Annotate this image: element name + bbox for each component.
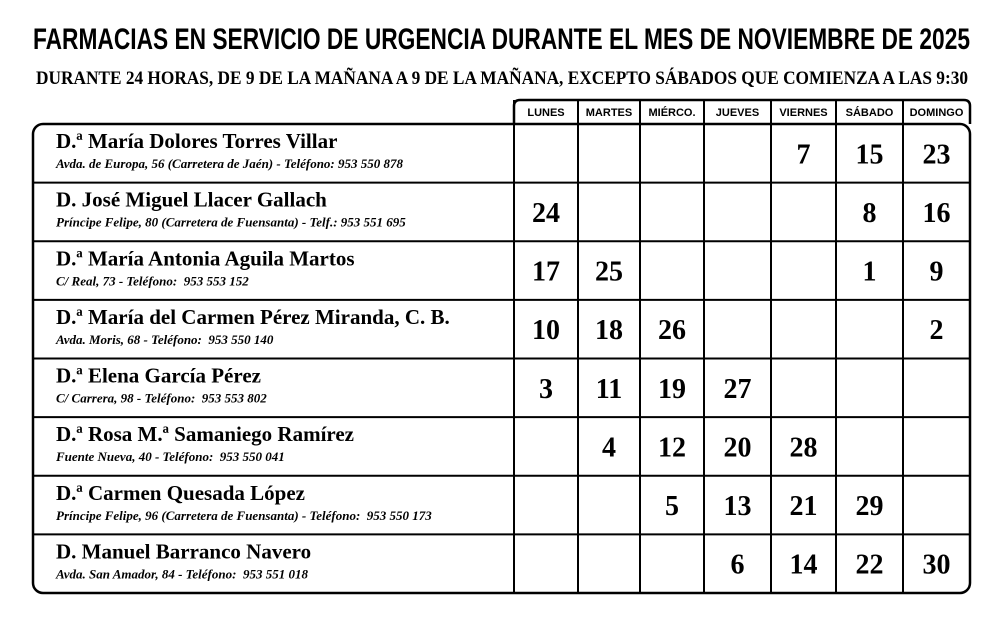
subtitle: DURANTE 24 HORAS, DE 9 DE LA MAÑANA A 9 … <box>36 67 968 89</box>
duty-day: 6 <box>731 550 745 581</box>
duty-day: 13 <box>724 491 752 522</box>
column-header: VIERNES <box>779 107 827 119</box>
duty-day: 21 <box>790 491 818 522</box>
pharmacy-address: Avda. San Amador, 84 - Teléfono: 953 551… <box>55 566 308 581</box>
duty-day: 23 <box>923 139 951 170</box>
pharmacy-name: D.ª María Dolores Torres Villar <box>56 129 337 153</box>
pharmacy-name: D. José Miguel Llacer Gallach <box>56 188 327 212</box>
column-header: DOMINGO <box>910 107 964 119</box>
pharmacy-name: D.ª Rosa M.ª Samaniego Ramírez <box>56 422 354 446</box>
column-header: SÁBADO <box>846 106 894 119</box>
duty-day: 28 <box>790 432 818 463</box>
duty-day: 22 <box>856 550 884 581</box>
duty-day: 14 <box>790 550 818 581</box>
duty-day: 27 <box>724 374 752 405</box>
duty-day: 29 <box>856 491 884 522</box>
pharmacy-name: D.ª Elena García Pérez <box>56 364 261 388</box>
pharmacy-address: Príncipe Felipe, 96 (Carretera de Fuensa… <box>56 508 432 523</box>
duty-day: 11 <box>596 374 622 405</box>
pharmacy-name: D.ª María del Carmen Pérez Miranda, C. B… <box>56 305 450 329</box>
duty-day: 1 <box>863 257 877 288</box>
duty-day: 10 <box>532 315 560 346</box>
duty-day: 7 <box>797 139 811 170</box>
column-header: JUEVES <box>716 107 759 119</box>
duty-day: 2 <box>930 315 944 346</box>
pharmacy-address: Príncipe Felipe, 80 (Carretera de Fuensa… <box>56 215 406 230</box>
duty-day: 24 <box>532 198 560 229</box>
duty-day: 12 <box>658 432 686 463</box>
duty-day: 18 <box>595 315 623 346</box>
duty-day: 4 <box>602 432 616 463</box>
duty-day: 8 <box>863 198 877 229</box>
duty-day: 9 <box>930 257 944 288</box>
duty-day: 19 <box>658 374 686 405</box>
pharmacy-address: C/ Real, 73 - Teléfono: 953 553 152 <box>56 273 249 288</box>
pharmacy-address: Fuente Nueva, 40 - Teléfono: 953 550 041 <box>55 449 285 464</box>
pharmacy-address: C/ Carrera, 98 - Teléfono: 953 553 802 <box>56 391 267 406</box>
duty-day: 5 <box>665 491 679 522</box>
column-header: MIÉRCO. <box>648 106 695 119</box>
duty-day: 3 <box>539 374 553 405</box>
pharmacy-name: D.ª María Antonia Aguila Martos <box>56 246 355 270</box>
column-header: LUNES <box>527 107 564 119</box>
duty-day: 30 <box>923 550 951 581</box>
duty-day: 25 <box>595 257 623 288</box>
column-header: MARTES <box>586 107 632 119</box>
duty-day: 15 <box>856 139 884 170</box>
duty-day: 17 <box>532 257 560 288</box>
duty-day: 16 <box>923 198 951 229</box>
title: FARMACIAS EN SERVICIO DE URGENCIA DURANT… <box>33 23 970 56</box>
duty-day: 20 <box>724 432 752 463</box>
pharmacy-name: D.ª Carmen Quesada López <box>56 481 305 505</box>
pharmacy-address: Avda. Moris, 68 - Teléfono: 953 550 140 <box>55 332 274 347</box>
pharmacy-address: Avda. de Europa, 56 (Carretera de Jaén) … <box>55 156 404 171</box>
duty-day: 26 <box>658 315 686 346</box>
pharmacy-name: D. Manuel Barranco Navero <box>56 539 311 563</box>
